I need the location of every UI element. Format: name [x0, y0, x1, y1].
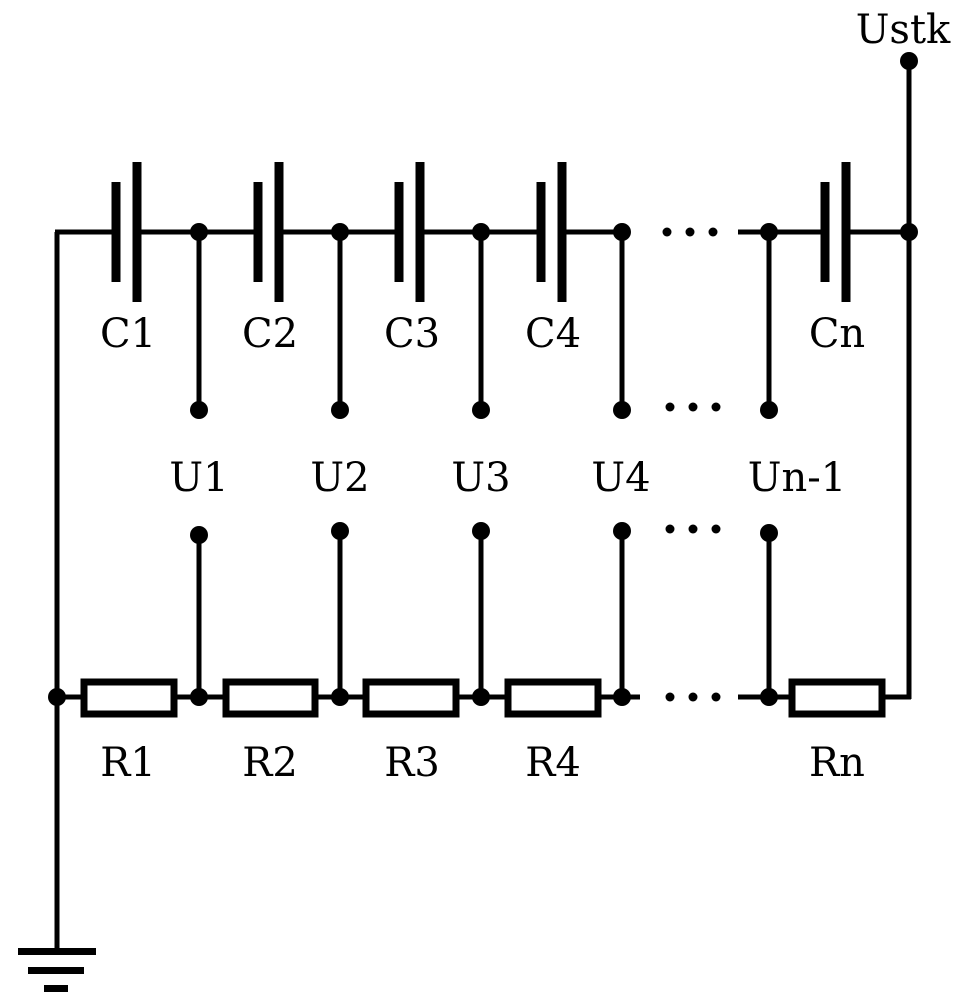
resistor-label-r2: R2: [242, 740, 298, 786]
supply-label: Ustk: [856, 7, 951, 53]
capacitor-label-c4: C4: [525, 311, 581, 357]
capacitor-label-c3: C3: [384, 311, 440, 357]
voltage-label-u3: U3: [451, 455, 510, 501]
supply-terminal-dot: [900, 52, 918, 70]
lower-terminal-dots: [190, 522, 778, 544]
lower-riser-wires: [196, 531, 772, 697]
resistor-r3: [362, 678, 460, 718]
voltage-label-u4: U4: [591, 455, 650, 501]
capacitor-c2: [253, 162, 284, 302]
resistor-label-rn: Rn: [809, 740, 865, 786]
top-junction-dots: [190, 223, 918, 241]
resistor-label-r3: R3: [384, 740, 440, 786]
capacitor-c1: [111, 162, 142, 302]
ellipsis-top: [662, 227, 718, 237]
resistor-label-r4: R4: [525, 740, 581, 786]
voltage-label-u2: U2: [310, 455, 369, 501]
resistor-r4: [504, 678, 602, 718]
voltage-label-un-1: Un-1: [748, 455, 846, 501]
capacitor-label-c1: C1: [100, 311, 156, 357]
ground-icon: [18, 948, 96, 992]
capacitor-cn: [820, 162, 851, 302]
voltage-label-u1: U1: [169, 455, 228, 501]
upper-drop-wires: [196, 232, 772, 410]
ellipsis-bottom: [665, 692, 721, 702]
capacitor-c3: [394, 162, 425, 302]
capacitor-c4: [536, 162, 567, 302]
resistor-r1: [80, 678, 178, 718]
bottom-junction-dots: [48, 688, 778, 706]
upper-terminal-dots: [190, 401, 778, 419]
resistor-r2: [222, 678, 319, 718]
resistor-rn: [788, 678, 886, 718]
resistor-label-r1: R1: [100, 740, 156, 786]
capacitor-label-cn: Cn: [809, 311, 865, 357]
ellipsis-upper: [665, 402, 721, 412]
capacitor-label-c2: C2: [242, 311, 298, 357]
ellipsis-lower: [665, 524, 721, 534]
